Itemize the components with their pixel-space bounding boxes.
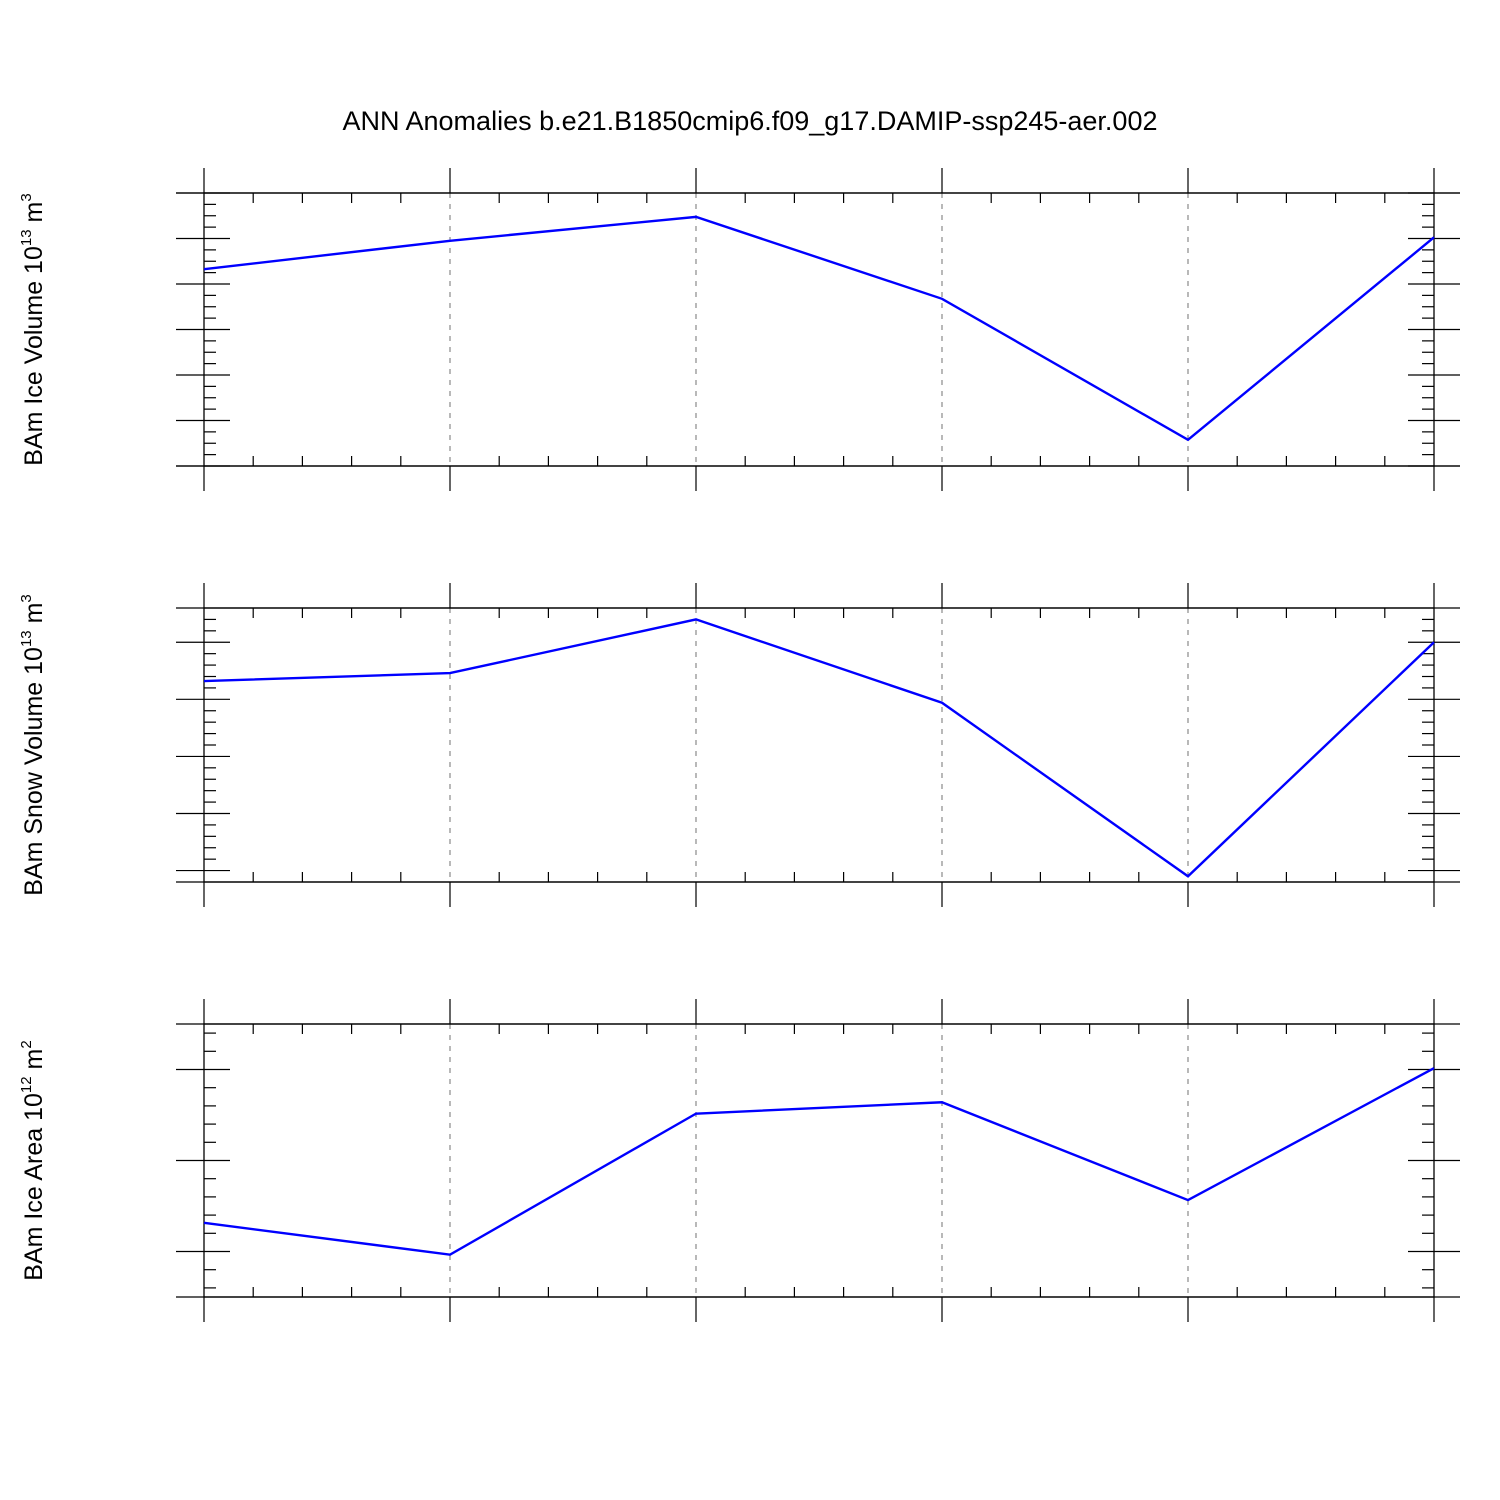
data-point	[1432, 235, 1436, 239]
plot-frame	[203, 192, 1435, 467]
series-line	[203, 1067, 1435, 1256]
figure-title: ANN Anomalies b.e21.B1850cmip6.f09_g17.D…	[343, 106, 1158, 136]
y-axis-title-text: BAm Ice Volume 10	[20, 246, 48, 466]
y-axis-title-unit-exponent: 3	[18, 193, 35, 201]
data-point	[940, 701, 944, 705]
data-point	[448, 671, 452, 675]
data-point	[1186, 1198, 1190, 1202]
data-point	[202, 679, 206, 683]
chart-panel-1: BAm Ice Volume 1013 m3	[18, 168, 1460, 491]
y-axis-title-unit-exponent: 3	[18, 594, 35, 602]
data-point	[694, 617, 698, 621]
data-point	[940, 297, 944, 301]
y-axis-title: BAm Snow Volume 1013 m3	[18, 594, 48, 896]
y-axis-title: BAm Ice Area 1012 m2	[18, 1040, 48, 1280]
data-point	[1186, 874, 1190, 878]
data-point	[1432, 1066, 1436, 1070]
data-point	[202, 267, 206, 271]
y-axis-title-unit-exponent: 2	[18, 1040, 35, 1048]
y-axis-title-unit: m	[20, 202, 48, 230]
data-point	[1432, 640, 1436, 644]
y-axis-title-text: BAm Snow Volume 10	[20, 647, 48, 896]
y-axis-title: BAm Ice Volume 1013 m3	[18, 193, 48, 465]
data-point	[694, 1112, 698, 1116]
series-line	[203, 618, 1435, 878]
data-point	[202, 1221, 206, 1225]
chart-panel-3: BAm Ice Area 1012 m2	[18, 999, 1460, 1322]
data-point	[448, 239, 452, 243]
series-line	[203, 215, 1435, 442]
y-axis-title-unit: m	[20, 1049, 48, 1077]
data-point	[1186, 438, 1190, 442]
y-axis-title-exponent: 12	[18, 1076, 35, 1093]
plot-frame	[203, 1023, 1435, 1298]
y-axis-title-unit: m	[20, 603, 48, 631]
plot-frame	[203, 607, 1435, 883]
y-axis-title-exponent: 13	[18, 229, 35, 246]
data-point	[448, 1253, 452, 1257]
data-point	[694, 215, 698, 219]
data-point	[940, 1100, 944, 1104]
y-axis-title-text: BAm Ice Area 10	[20, 1093, 48, 1281]
y-axis-title-exponent: 13	[18, 630, 35, 647]
chart-panel-2: BAm Snow Volume 1013 m3	[18, 583, 1460, 907]
